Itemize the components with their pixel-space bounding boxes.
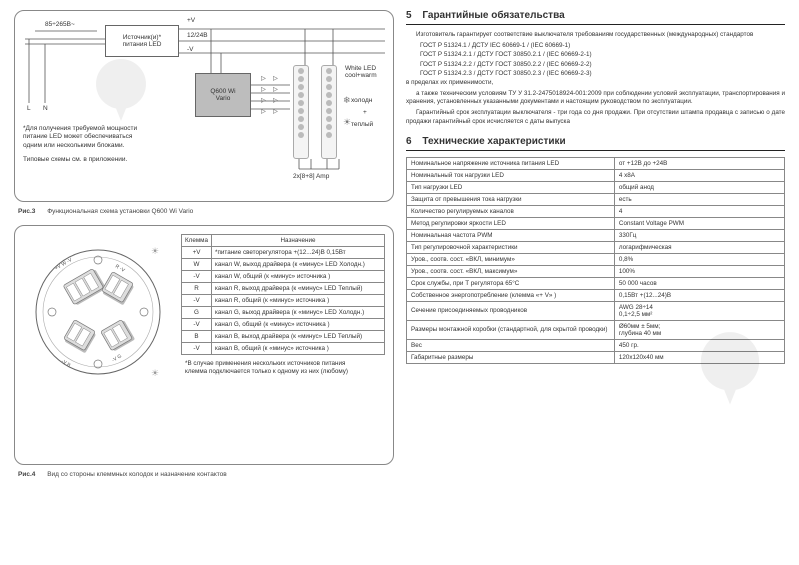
terminal-row: -Vканал G, общий (к «минус» источника )	[182, 319, 385, 331]
spec-row: Номинальное напряжение источника питания…	[407, 157, 785, 169]
sect5-p2: в пределах их применимости,	[406, 79, 785, 87]
section-6-title: Технические характеристики	[422, 136, 565, 147]
arrow-icon: ▹	[261, 106, 266, 117]
spec-row: Номинальная частота PWM330Гц	[407, 229, 785, 241]
caption-1-num: Рис.3	[18, 208, 35, 215]
minus-v-label: -V	[187, 46, 194, 53]
white-led-label: White LED cool+warm	[345, 65, 377, 79]
spec-row: Количество регулируемых каналов4	[407, 205, 785, 217]
svg-text:☀: ☀	[151, 368, 159, 378]
terminal-row: -Vканал R, общий (к «минус» источника )	[182, 295, 385, 307]
spec-row: Тип регулировочной характеристикилогариф…	[407, 241, 785, 253]
arrow-icon: ▹	[261, 84, 266, 95]
arrow-icon: ▹	[273, 106, 278, 117]
section-5-title: Гарантийные обязательства	[422, 10, 564, 21]
caption-2-text: Вид со стороны клеммных колодок и назнач…	[47, 471, 227, 478]
sect5-p3: а также техническим условиям ТУ У 31.2-2…	[406, 90, 785, 106]
section-5-heading: 5 Гарантийные обязательства	[406, 10, 785, 25]
arrow-icon: ▹	[261, 73, 266, 84]
spec-row: Номинальный ток нагрузки LED4 х8А	[407, 169, 785, 181]
sect5-std2: ГОСТ Р 51324.2.1 / ДСТУ ГОСТ 30850.2.1 /…	[420, 51, 785, 59]
l-label: L	[27, 105, 31, 112]
svg-text:☀: ☀	[151, 246, 159, 256]
n-label: N	[43, 105, 48, 112]
snowflake-icon: ❄	[343, 95, 351, 106]
caption-2-num: Рис.4	[18, 471, 35, 478]
caption-1-text: Функциональная схема установки Q600 Wi V…	[47, 208, 193, 215]
arrow-icon: ▹	[273, 73, 278, 84]
voltage-in-label: 85÷265В~	[45, 21, 75, 28]
terminal-row: Wканал W, выход драйвера (к «минус» LED …	[182, 259, 385, 271]
terminal-row: -Vканал B, общий (к «минус» источника )	[182, 343, 385, 355]
sect5-std4: ГОСТ Р 51324.2.3 / ДСТУ ГОСТ 30850.2.3 /…	[420, 70, 785, 78]
spec-row: Сечение присоединяемых проводниковAWG 28…	[407, 301, 785, 320]
rail-v-label: 12/24В	[187, 32, 208, 39]
sun-icon: ☀	[343, 117, 351, 128]
connector-view: ☀ ☀ +V W -V R -V -V B -V G	[23, 234, 173, 384]
spec-row: Собственное энергопотребление (клемма «+…	[407, 289, 785, 301]
caption-2: Рис.4 Вид со стороны клеммных колодок и …	[18, 471, 394, 478]
terminal-col-purpose: Назначение	[212, 235, 385, 247]
caption-1: Рис.3 Функциональная схема установки Q60…	[18, 208, 394, 215]
terminal-row: Rканал R, выход драйвера (к «минус» LED …	[182, 283, 385, 295]
section-6-heading: 6 Технические характеристики	[406, 136, 785, 151]
spec-row: Уров., соотв. сост. «ВКЛ, максимум»100%	[407, 265, 785, 277]
arrow-icon: ▹	[261, 95, 266, 106]
functional-diagram: 85÷265В~ L N Источник(и)* питания LED	[14, 10, 394, 202]
plus-v-label: +V	[187, 17, 195, 24]
arrow-icon: ▹	[273, 95, 278, 106]
terminal-table: Клемма Назначение +V*питание светорегуля…	[181, 234, 385, 355]
sect5-std1: ГОСТ Р 51324.1 / ДСТУ IEC 60669-1 / (IEC…	[420, 42, 785, 50]
terminal-row: Gканал G, выход драйвера (к «минус» LED …	[182, 307, 385, 319]
sect5-p1: Изготовитель гарантирует соответствие вы…	[406, 31, 785, 39]
svg-text:R -V: R -V	[114, 264, 126, 275]
psu-block: Источник(и)* питания LED	[105, 25, 179, 57]
sect5-std3: ГОСТ Р 51324.2.2 / ДСТУ ГОСТ 30850.2.2 /…	[420, 61, 785, 69]
amp-label: 2x[8+8] Amp	[293, 173, 329, 180]
terminal-row: +V*питание светорегулятора +(12...24)В 0…	[182, 247, 385, 259]
controller-block: Q600 Wi Vario	[195, 73, 251, 117]
diagram-note-1: *Для получения требуемой мощности питани…	[23, 125, 193, 150]
spec-row: Уров., соотв. сост. «ВКЛ, минимум»0,8%	[407, 253, 785, 265]
plus-label: +	[363, 109, 367, 116]
spec-row: Метод регулировки яркости LEDConstant Vo…	[407, 217, 785, 229]
section-6-num: 6	[406, 136, 412, 147]
terminal-row: -Vканал W, общий (к «минус» источника )	[182, 271, 385, 283]
sect5-p4: Гарантийный срок эксплуатации выключател…	[406, 109, 785, 125]
diagram-note-2: Типовые схемы см. в приложении.	[23, 156, 193, 164]
spec-row: Тип нагрузки LEDобщий анод	[407, 181, 785, 193]
terminal-row: Bканал B, выход драйвера (к «минус» LED …	[182, 331, 385, 343]
watermark-icon	[695, 327, 765, 412]
terminal-footnote: *В случае применения нескольких источник…	[185, 360, 385, 376]
warm-label: теплый	[351, 121, 373, 128]
terminal-col-klemma: Клемма	[182, 235, 212, 247]
spec-row: Защита от превышения тока нагрузкиесть	[407, 193, 785, 205]
arrow-icon: ▹	[273, 84, 278, 95]
spec-row: Срок службы, при Т регулятора 65°С50 000…	[407, 277, 785, 289]
led-strip-1	[293, 65, 309, 159]
watermark-icon	[91, 56, 151, 126]
led-strip-2	[321, 65, 337, 159]
section-5-num: 5	[406, 10, 412, 21]
terminal-diagram-box: ☀ ☀ +V W -V R -V -V B -V G Клемма Назнач…	[14, 225, 394, 465]
cold-label: холодн	[351, 97, 372, 104]
